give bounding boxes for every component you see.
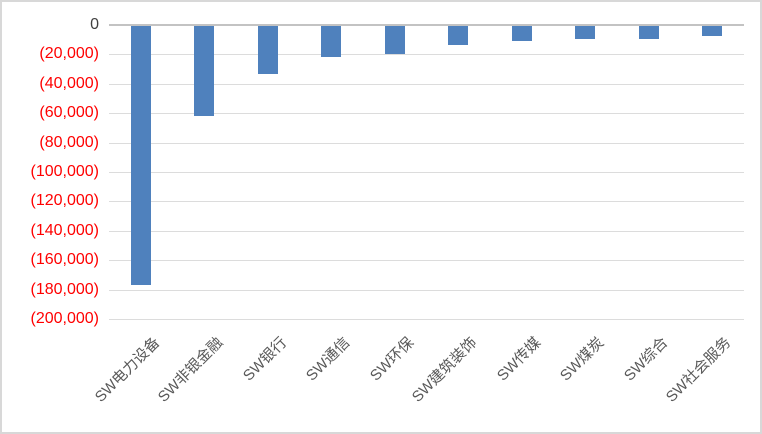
y-tick-label: (200,000) [30, 310, 100, 327]
x-category-label: SW传媒 [493, 334, 544, 385]
x-category-label: SW电力设备 [91, 334, 163, 406]
gridline [109, 319, 744, 320]
bar-1 [130, 26, 151, 285]
x-category-label: SW非银金融 [154, 334, 227, 406]
x-category-label: SW银行 [239, 334, 290, 385]
gridline [109, 172, 744, 173]
y-tick-label: (60,000) [39, 104, 99, 122]
y-tick-label: (140,000) [30, 221, 100, 239]
y-tick-label: (80,000) [39, 133, 99, 151]
bar-3 [257, 26, 278, 74]
x-category-label: SW煤炭 [557, 334, 608, 385]
bar-6 [448, 26, 469, 46]
bar-4 [321, 26, 342, 57]
y-tick-label: (100,000) [30, 163, 100, 180]
gridline [109, 230, 744, 232]
x-category-label: SW环保 [366, 334, 417, 385]
gridline [109, 83, 744, 85]
gridline [109, 142, 744, 144]
y-tick-label: (180,000) [30, 280, 100, 298]
bar-9 [638, 26, 659, 39]
x-category-label: SW通信 [303, 334, 354, 385]
x-category-label: SW综合 [620, 334, 671, 385]
gridline [109, 201, 744, 203]
y-tick-label: (160,000) [30, 251, 100, 269]
bar-2 [194, 26, 215, 117]
gridline [109, 113, 744, 115]
bar-8 [575, 26, 596, 40]
y-tick-label: (120,000) [30, 192, 100, 210]
x-category-label: SW建筑装饰 [408, 334, 481, 406]
bar-10 [702, 26, 723, 37]
gridline [109, 54, 744, 56]
y-tick-label: (40,000) [39, 74, 99, 92]
bar-7 [511, 26, 532, 41]
gridline [109, 260, 744, 262]
zero-axis-line [109, 24, 744, 26]
gridline [109, 289, 744, 291]
y-tick-label: (20,000) [39, 45, 99, 63]
bar-5 [384, 26, 405, 54]
y-tick-label: 0 [90, 16, 99, 33]
x-category-label: SW社会服务 [662, 334, 735, 406]
